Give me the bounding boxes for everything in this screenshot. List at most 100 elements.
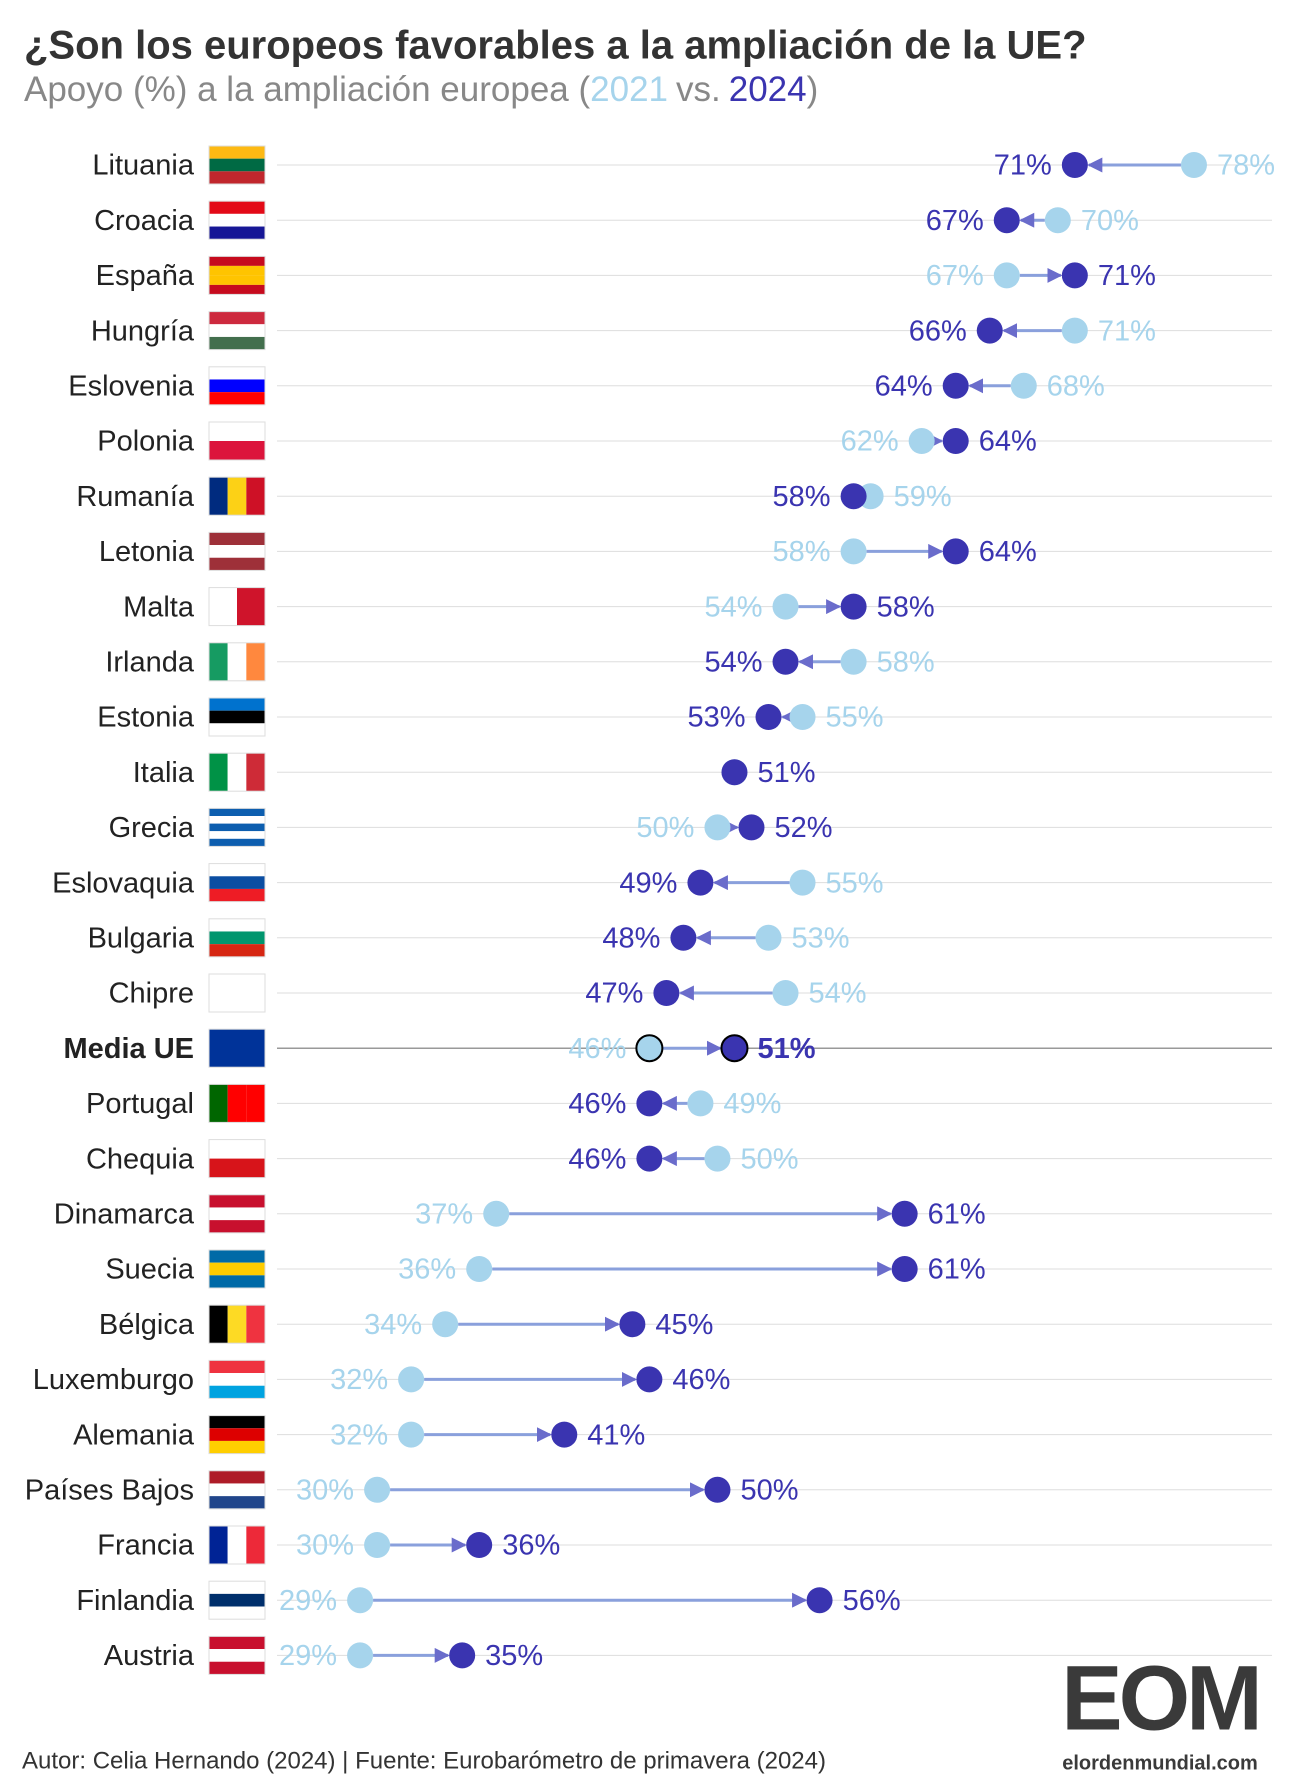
flag-border: [208, 1194, 266, 1234]
logo-mark: EOM: [1061, 1647, 1259, 1749]
flag-stripe: [209, 587, 237, 626]
dot: [466, 1256, 493, 1282]
flag-stripe: [209, 366, 265, 380]
source: Autor: Celia Hernando (2024) | Fuente: E…: [22, 1747, 826, 1774]
value-label: 58%: [773, 481, 831, 513]
flag-border: [208, 1580, 266, 1620]
value-label: 49%: [723, 1088, 781, 1120]
dot: [942, 372, 969, 399]
flag-stripe: [209, 441, 265, 460]
value-label: 48%: [602, 922, 660, 954]
flag-stripe: [246, 1084, 265, 1123]
category-label: Francia: [97, 1530, 195, 1562]
category-label: Lituania: [92, 150, 194, 182]
category-label: Polonia: [97, 426, 195, 458]
category-label: Países Bajos: [25, 1474, 194, 1506]
flag-stripe: [209, 1139, 265, 1159]
value-label: 51%: [757, 1033, 815, 1065]
flag-stripe: [209, 753, 228, 792]
dot: [449, 1642, 476, 1669]
flag-stripe: [209, 944, 265, 957]
flag-border: [208, 531, 266, 571]
dot: [942, 538, 969, 565]
value-label: 64%: [875, 370, 933, 402]
flag-border: [208, 1359, 266, 1399]
flag-stripe: [209, 1649, 265, 1662]
category-label: Portugal: [86, 1088, 194, 1120]
value-label: 64%: [979, 426, 1037, 458]
dot: [432, 1311, 459, 1338]
flag-stripe: [209, 477, 228, 516]
flag-stripe: [209, 1581, 265, 1594]
flag-stripe: [209, 888, 265, 902]
flag-border: [208, 1525, 266, 1565]
flag-stripe: [209, 974, 265, 1012]
dot: [720, 1034, 749, 1063]
dot: [1044, 207, 1071, 234]
flag-stripe: [209, 642, 228, 681]
flag-border: [208, 587, 266, 627]
flag-stripe: [209, 379, 265, 393]
subtitle-part: ): [807, 70, 819, 109]
value-label: 67%: [926, 260, 984, 292]
dot: [738, 814, 765, 841]
dot: [1180, 152, 1207, 178]
dot: [364, 1532, 391, 1558]
flag-border: [208, 807, 266, 847]
flag-stripe: [209, 931, 265, 945]
flag-stripe: [246, 477, 265, 516]
dot: [398, 1421, 425, 1448]
flag-stripe: [209, 201, 265, 214]
flag-stripe: [209, 1305, 228, 1344]
flag-stripe: [209, 557, 265, 571]
value-label: 54%: [704, 591, 762, 623]
value-label: 70%: [1081, 205, 1139, 237]
flag-border: [208, 1304, 266, 1344]
value-label: 41%: [587, 1419, 645, 1451]
value-label: 35%: [485, 1640, 543, 1672]
dot: [1061, 317, 1088, 344]
value-label: 54%: [704, 646, 762, 678]
dot: [364, 1476, 391, 1503]
subtitle-part: vs.: [676, 70, 721, 109]
category-label: España: [96, 260, 195, 292]
flag-border: [208, 1635, 266, 1675]
flag-border: [208, 311, 266, 351]
dot: [772, 593, 799, 620]
flag-stripe: [227, 753, 247, 792]
value-label: 78%: [1217, 150, 1275, 182]
flag-stripe: [227, 642, 247, 681]
flag-stripe: [209, 311, 265, 325]
dot: [653, 980, 680, 1006]
dot: [772, 980, 799, 1006]
flag-stripe: [209, 838, 265, 847]
flag-stripe: [246, 642, 265, 681]
dot: [789, 869, 816, 896]
category-label: Media UE: [63, 1033, 194, 1065]
flag-stripe: [209, 698, 265, 711]
category-label: Grecia: [109, 812, 195, 844]
flag-border: [208, 1249, 266, 1289]
dot: [670, 924, 697, 951]
flag-stripe: [209, 710, 265, 724]
dot: [976, 317, 1003, 344]
category-label: Eslovenia: [68, 370, 195, 402]
value-label: 66%: [909, 315, 967, 347]
flag-stripe: [209, 146, 265, 159]
value-label: 71%: [1098, 315, 1156, 347]
flag-stripe: [209, 723, 265, 736]
flag-stripe: [209, 171, 265, 184]
flag-stripe: [209, 823, 265, 832]
category-label: Letonia: [99, 536, 195, 568]
flag-stripe: [227, 1305, 247, 1344]
value-label: 49%: [619, 867, 677, 899]
dot: [721, 759, 748, 786]
dot: [755, 704, 782, 730]
flag-stripe: [209, 213, 265, 227]
flag-border: [208, 1415, 266, 1455]
value-label: 30%: [296, 1530, 354, 1562]
dot: [551, 1421, 578, 1448]
category-label: Finlandia: [76, 1585, 195, 1617]
value-label: 61%: [928, 1254, 986, 1286]
